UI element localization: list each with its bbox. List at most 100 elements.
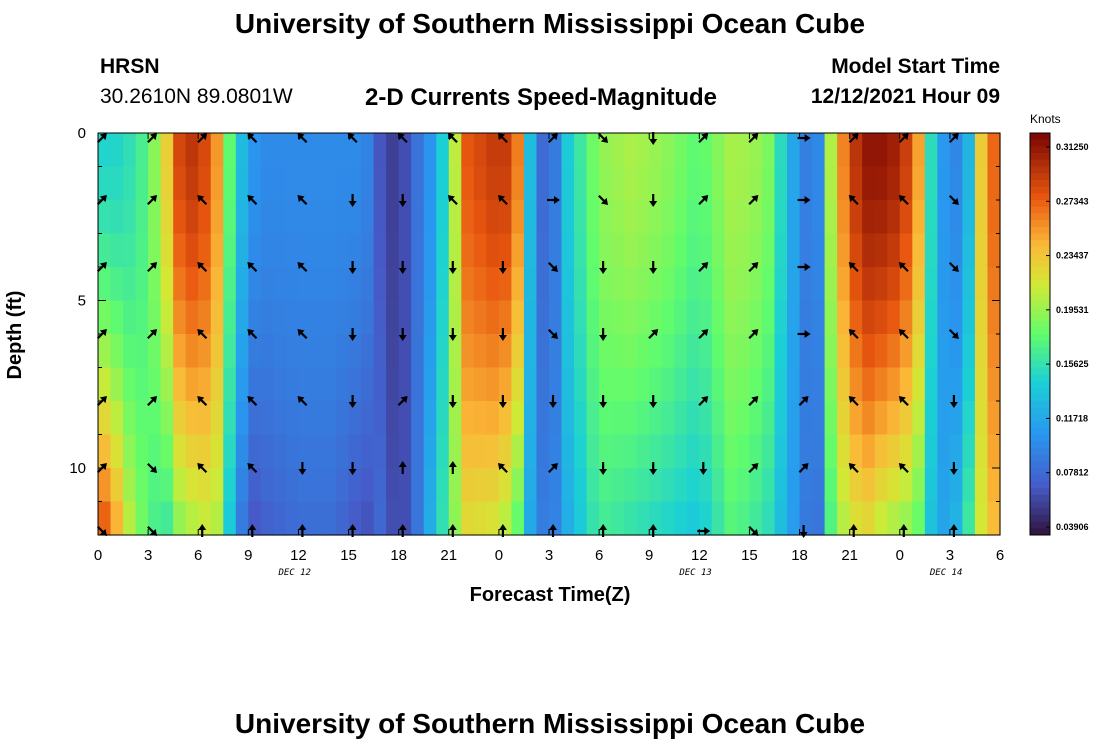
heatmap-cell: [749, 200, 763, 235]
colorbar-swatch: [1030, 186, 1050, 194]
heatmap-cell: [198, 367, 212, 402]
heatmap-cell: [774, 133, 788, 168]
current-vector: [96, 396, 107, 407]
heatmap-cell: [887, 468, 901, 503]
current-vector: [748, 396, 759, 407]
heatmap-cell: [511, 501, 525, 536]
colorbar-frame: [1029, 132, 1051, 536]
heatmap-cell: [799, 166, 813, 201]
heatmap-cell: [198, 401, 212, 436]
colorbar-swatch: [1030, 347, 1050, 355]
heatmap-cell: [862, 300, 876, 335]
heatmap-cell: [611, 367, 625, 402]
heatmap-cell: [273, 367, 287, 402]
heatmap-cell: [974, 367, 989, 402]
heatmap-cell: [123, 300, 137, 335]
current-vector: [498, 395, 507, 408]
heatmap-cell: [273, 401, 287, 436]
heatmap-cell: [586, 501, 600, 536]
heatmap-cell: [285, 334, 300, 369]
heatmap-cell: [636, 367, 650, 402]
heatmap-cell: [436, 468, 450, 503]
heatmap-cell: [273, 267, 287, 302]
heatmap-cell: [148, 468, 162, 503]
heatmap-cell: [285, 401, 300, 436]
heatmap-cell: [511, 300, 525, 335]
heatmap-cell: [135, 501, 149, 536]
heatmap-cell: [874, 334, 888, 369]
heatmap-cell: [912, 200, 926, 235]
colorbar-swatch: [1030, 226, 1050, 234]
heatmap-cell: [987, 367, 1001, 402]
current-vector: [898, 396, 909, 407]
heatmap-cell: [674, 166, 688, 201]
heatmap-cell: [674, 501, 688, 536]
heatmap-cell: [273, 166, 287, 201]
heatmap-cell: [736, 133, 751, 168]
x-tick-label: 0: [495, 547, 503, 564]
heatmap-cell: [411, 133, 425, 168]
heatmap-cell: [912, 501, 926, 536]
heatmap-cell: [799, 401, 813, 436]
heatmap-cell: [686, 267, 700, 302]
current-vector: [147, 329, 158, 340]
heatmap-cell: [260, 501, 274, 536]
heatmap-cell: [974, 233, 989, 268]
heatmap-cell: [123, 334, 137, 369]
heatmap-cell: [611, 501, 625, 536]
heatmap-cell: [348, 200, 362, 235]
heatmap-cell: [924, 434, 938, 469]
heatmap-cell: [962, 267, 976, 302]
heatmap-cell: [574, 133, 588, 168]
heatmap-cell: [987, 200, 1001, 235]
heatmap-cell: [198, 166, 212, 201]
heatmap-cell: [862, 334, 876, 369]
heatmap-cell: [674, 468, 688, 503]
heatmap-cell: [987, 334, 1001, 369]
heatmap-cell: [160, 300, 174, 335]
current-vector: [748, 195, 759, 206]
heatmap-cell: [686, 367, 700, 402]
heatmap-cell: [348, 468, 362, 503]
model-start-time: 12/12/2021 Hour 09: [810, 85, 1000, 108]
heatmap-cell: [824, 468, 838, 503]
x-tick-label: 21: [440, 547, 457, 564]
colorbar-swatch: [1030, 514, 1050, 523]
heatmap-cell: [874, 434, 888, 469]
heatmap-cell: [361, 200, 375, 235]
heatmap-cell: [436, 200, 450, 235]
heatmap-cell: [974, 166, 989, 201]
heatmap-cell: [148, 267, 162, 302]
heatmap-cell: [824, 501, 838, 536]
second-chart-title: University of Southern Mississippi Ocean…: [234, 708, 866, 739]
heatmap-cell: [724, 401, 738, 436]
heatmap-cell: [962, 133, 976, 168]
heatmap-cell: [486, 200, 500, 235]
station-name: HRSN: [100, 55, 160, 78]
current-vector: [447, 133, 458, 144]
heatmap-cell: [523, 334, 538, 369]
heatmap-cell: [711, 267, 725, 302]
heatmap-cell: [436, 233, 450, 268]
heatmap-cell: [310, 267, 325, 302]
x-tick-label: 15: [741, 547, 758, 564]
heatmap-cell: [423, 434, 437, 469]
heatmap-cell: [348, 233, 362, 268]
x-tick-label: 12: [290, 547, 307, 564]
heatmap-cell: [148, 501, 162, 536]
x-tick-label: 3: [545, 547, 553, 564]
heatmap-cell: [599, 200, 613, 235]
heatmap-cell: [273, 501, 287, 536]
heatmap-cell: [849, 367, 863, 402]
heatmap-cell: [348, 434, 362, 469]
heatmap-cell: [549, 133, 563, 168]
heatmap-cell: [285, 133, 300, 168]
heatmap-cell: [198, 501, 212, 536]
heatmap-cell: [899, 300, 913, 335]
heatmap-cell: [273, 233, 287, 268]
heatmap-cell: [285, 468, 300, 503]
heatmap-cell: [924, 166, 938, 201]
current-vector: [497, 463, 508, 474]
heatmap-cell: [862, 367, 876, 402]
heatmap-cell: [310, 434, 325, 469]
